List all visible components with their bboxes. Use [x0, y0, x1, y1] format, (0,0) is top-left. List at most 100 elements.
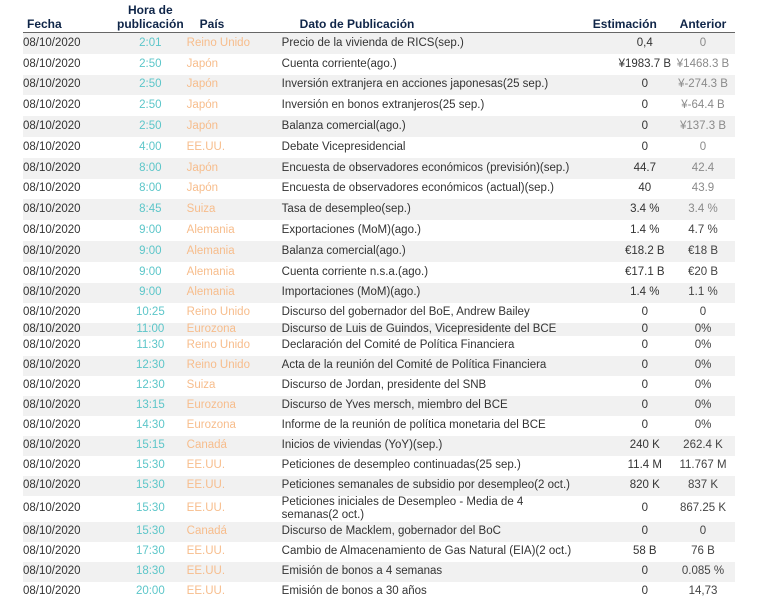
cell-est: €18.2 B: [578, 240, 671, 262]
cell-date: 08/10/2020: [23, 322, 117, 336]
cell-time: 18:30: [117, 561, 184, 582]
cell-desc: Cuenta corriente n.s.a.(ago.): [281, 265, 429, 278]
cell-date: 08/10/2020: [23, 502, 81, 515]
cell-country: Alemania: [183, 282, 278, 303]
cell-date: 08/10/2020: [23, 32, 117, 54]
cell-desc: Debate Vicepresidencial: [281, 140, 406, 153]
cell-desc: Inicios de viviendas (YoY)(sep.): [277, 435, 579, 456]
cell-est: ¥1983.7 B: [618, 57, 671, 70]
table-row: 08/10/2020 15:30 EE.UU. Peticiones semanale…: [23, 475, 735, 496]
cell-est: 0: [578, 521, 671, 542]
cell-date: 08/10/2020: [23, 57, 81, 70]
cell-date: 08/10/2020: [23, 199, 117, 221]
cell-country: EE.UU.: [186, 545, 226, 558]
cell-time: 2:01: [117, 32, 184, 54]
cell-est: 820 K: [578, 475, 671, 496]
cell-prev: 3.4 %: [671, 199, 735, 221]
cell-time: 2:50: [139, 99, 162, 112]
cell-desc: Declaración del Comité de Política Finan…: [281, 339, 515, 352]
cell-country: EE.UU.: [183, 561, 278, 582]
cell-date: 08/10/2020: [23, 395, 117, 416]
cell-time: 11:00: [117, 322, 184, 336]
cell-est: 0: [641, 339, 648, 352]
cell-est: 0: [641, 502, 648, 515]
table-row: 08/10/2020 9:00 Alemania Cuenta corriente n…: [23, 262, 735, 283]
cell-country: Alemania: [183, 240, 278, 262]
cell-date: 08/10/2020: [23, 282, 117, 303]
cell-est: 0,4: [578, 32, 671, 54]
cell-time: 14:30: [135, 419, 165, 432]
cell-prev: 0%: [694, 339, 712, 352]
cell-desc: Precio de la vivienda de RICS(sep.): [277, 32, 579, 54]
cell-prev: 42.4: [671, 157, 735, 179]
cell-country: Reino Unido: [183, 32, 278, 54]
cell-time: 9:00: [139, 265, 162, 278]
cell-time: 9:00: [139, 224, 162, 237]
cell-country: Suiza: [186, 379, 216, 392]
cell-prev: 43.9: [691, 182, 715, 195]
table-header: Fecha Hora de publicación País Dato de P…: [23, 3, 735, 33]
cell-date: 08/10/2020: [23, 585, 81, 598]
cell-desc: Discurso de Yves mersch, miembro del BCE: [277, 395, 579, 416]
table-row: 08/10/2020 13:15 Eurozona Discurso de Yves …: [23, 395, 735, 416]
cell-time: 15:30: [117, 475, 184, 496]
cell-country: Eurozona: [183, 395, 278, 416]
table-row: 08/10/2020 15:30 Canadá Discurso de Macklem…: [23, 521, 735, 542]
cell-country: EE.UU.: [186, 459, 226, 472]
cell-country: Reino Unido: [183, 355, 278, 376]
cell-time: 15:30: [135, 459, 165, 472]
cell-est: 0: [641, 419, 648, 432]
cell-country: EE.UU.: [183, 475, 278, 496]
cell-date: 08/10/2020: [23, 355, 117, 376]
cell-date: 08/10/2020: [23, 545, 81, 558]
cell-est: 0: [641, 99, 648, 112]
cell-country: Japón: [183, 157, 278, 179]
cell-country: Japón: [183, 116, 278, 137]
cell-date: 08/10/2020: [23, 306, 81, 319]
cell-time: 10:25: [135, 306, 165, 319]
cell-prev: 0%: [671, 395, 735, 416]
table-row: 08/10/2020 8:00 Japón Encuesta de observado…: [23, 157, 735, 179]
cell-prev: 0%: [671, 322, 735, 336]
cell-prev: ¥1468.3 B: [676, 57, 730, 70]
table-row: 08/10/2020 11:30 Reino Unido Declaración de…: [23, 336, 735, 356]
table-row: 08/10/2020 9:00 Alemania Importaciones (MoM…: [23, 282, 735, 303]
cell-country: Canadá: [183, 521, 278, 542]
cell-date: 08/10/2020: [23, 475, 117, 496]
cell-desc: Peticiones iniciales de Desempleo - Medi…: [281, 495, 524, 521]
cell-est: 3.4 %: [578, 199, 671, 221]
cell-time: 9:00: [117, 282, 184, 303]
cell-desc: Cambio de Almacenamiento de Gas Natural …: [281, 545, 572, 558]
economic-calendar-table: Fecha Hora de publicación País Dato de P…: [23, 3, 735, 602]
table-row: 08/10/2020 17:30 EE.UU. Cambio de Almacenam…: [23, 542, 735, 562]
cell-prev: 76 B: [691, 545, 715, 558]
cell-desc: Acta de la reunión del Comité de Polític…: [277, 355, 579, 376]
cell-desc: Emisión de bonos a 30 años: [281, 585, 427, 598]
cell-time: 13:15: [117, 395, 184, 416]
cell-prev: 0: [671, 521, 735, 542]
cell-prev: 0: [671, 32, 735, 54]
cell-desc: Discurso de Luis de Guindos, Vicepreside…: [277, 322, 579, 336]
cell-prev: 837 K: [671, 475, 735, 496]
cell-date: 08/10/2020: [23, 379, 81, 392]
table-row: 08/10/2020 2:01 Reino Unido Precio de la vi…: [23, 32, 735, 54]
cell-est: 0: [641, 379, 648, 392]
cell-date: 08/10/2020: [23, 240, 117, 262]
cell-desc: Discurso de Jordan, presidente del SNB: [281, 379, 487, 392]
header-description: Dato de Publicación: [277, 3, 579, 33]
cell-prev: 0.085 %: [671, 561, 735, 582]
cell-desc: Encuesta de observadores económicos (pre…: [277, 157, 579, 179]
cell-country: Suiza: [183, 199, 278, 221]
cell-prev: 0%: [671, 355, 735, 376]
cell-desc: Tasa de desempleo(sep.): [277, 199, 579, 221]
cell-time: 8:00: [117, 157, 184, 179]
cell-time: 17:30: [135, 545, 165, 558]
cell-prev: ¥-274.3 B: [671, 74, 735, 96]
table-row: 08/10/2020 2:50 Japón Cuenta corriente(ago.…: [23, 54, 735, 75]
cell-country: EE.UU.: [186, 585, 226, 598]
cell-country: Alemania: [186, 224, 235, 237]
cell-desc: Discurso del gobernador del BoE, Andrew …: [281, 306, 530, 319]
cell-desc: Inversión extranjera en acciones japones…: [277, 74, 579, 96]
cell-est: 0: [641, 585, 648, 598]
table-row: 08/10/2020 12:30 Reino Unido Acta de la reu…: [23, 355, 735, 376]
